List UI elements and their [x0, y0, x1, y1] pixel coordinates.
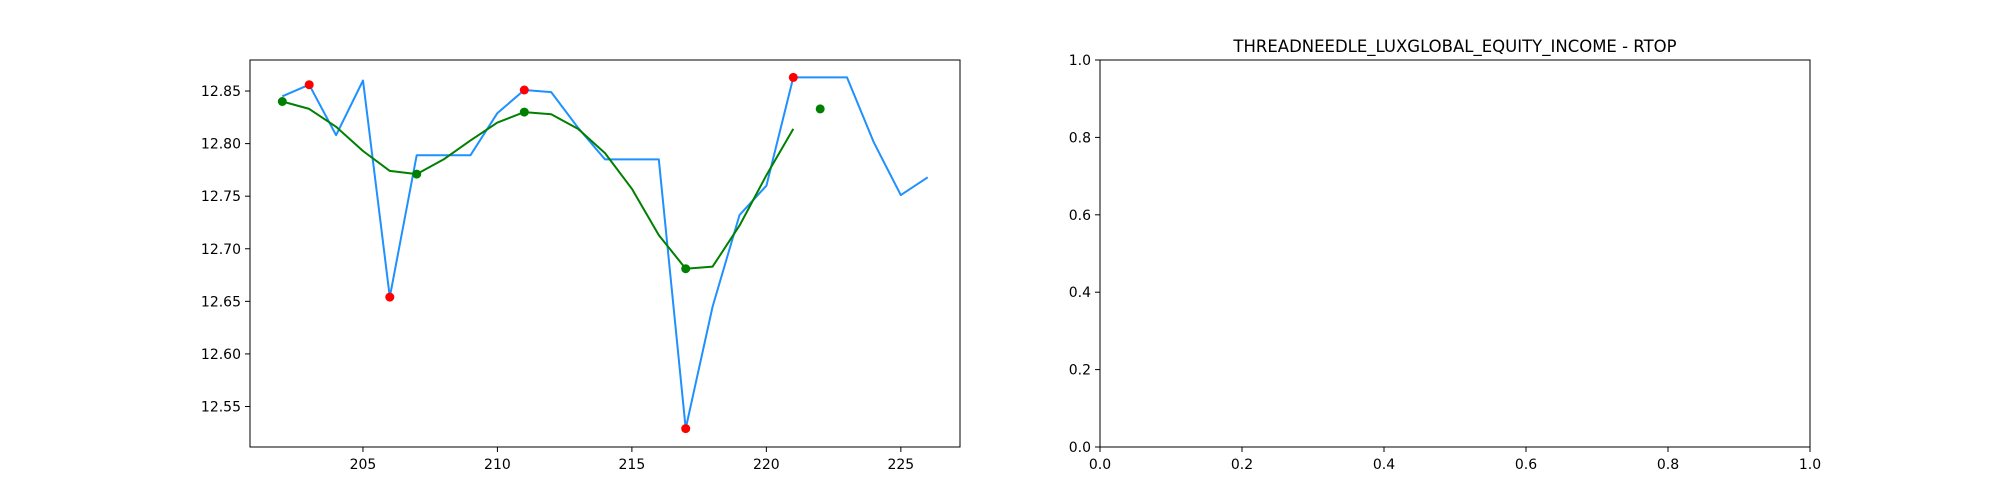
data-point-2-0	[304, 80, 314, 90]
data-point-2-4	[788, 72, 798, 82]
x-tick-label: 0.2	[1231, 457, 1253, 473]
y-tick-label: 12.85	[201, 84, 241, 100]
y-tick-label: 0.2	[1069, 363, 1091, 379]
x-tick-label: 1.0	[1799, 457, 1821, 473]
data-point-2-2	[519, 85, 529, 95]
axes-frame	[249, 59, 961, 448]
y-tick-label: 12.60	[201, 347, 241, 363]
y-tick-label: 0.0	[1069, 440, 1091, 456]
data-point-2-1	[385, 292, 395, 302]
x-tick-label: 0.0	[1089, 457, 1111, 473]
y-tick-label: 12.65	[201, 294, 241, 310]
data-point-3-0	[277, 97, 287, 106]
chart-right: 0.0 0.2 0.4 0.6 0.8 1.0 0.0 0.2 0.4 0.6 0.8 1.0 THRE…	[1069, 37, 1821, 473]
x-tick-label: 220	[753, 457, 780, 473]
x-tick-label: 0.6	[1515, 457, 1537, 473]
y-tick-label: 12.80	[201, 137, 241, 153]
axes-frame	[1099, 59, 1811, 448]
x-tick-label: 0.4	[1373, 457, 1395, 473]
x-tick-label: 205	[350, 457, 377, 473]
data-point-2-3	[681, 424, 691, 434]
y-tick-label: 12.75	[201, 189, 241, 205]
y-tick-label: 12.70	[201, 242, 241, 258]
y-tick-label: 1.0	[1069, 53, 1091, 69]
x-tick-label: 225	[887, 457, 914, 473]
y-tick-label: 0.4	[1069, 285, 1091, 301]
series-line-1	[282, 100, 795, 270]
data-point-3-3	[681, 264, 691, 274]
y-tick-label: 12.55	[201, 400, 241, 416]
y-tick-label: 0.6	[1069, 208, 1091, 224]
series-line-0	[281, 76, 929, 430]
data-point-3-1	[412, 169, 422, 179]
x-tick-label: 210	[484, 457, 511, 473]
data-point-3-4	[815, 104, 825, 114]
data-point-3-2	[519, 107, 529, 117]
chart-title: THREADNEEDLE_LUXGLOBAL_EQUITY_INCOME - R…	[1232, 37, 1676, 57]
x-tick-label: 0.8	[1657, 457, 1679, 473]
y-tick-label: 0.8	[1069, 130, 1091, 146]
x-tick-label: 215	[619, 457, 646, 473]
chart-left: 205 210 215 220 225 12.55 12.60 12.65 12.70 12.75…	[201, 59, 961, 473]
